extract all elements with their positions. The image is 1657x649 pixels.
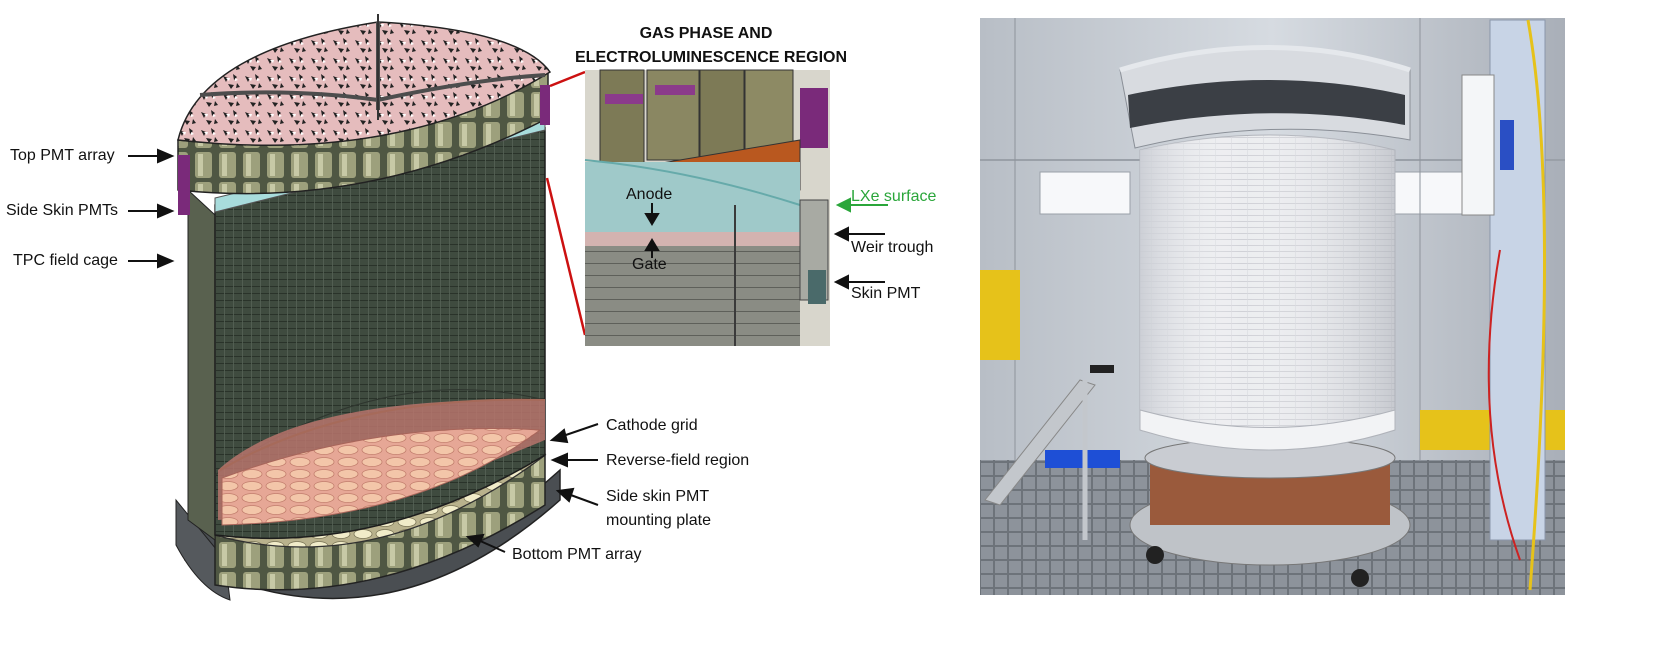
right-label-arrows (465, 423, 599, 553)
lxe-arrow (835, 197, 888, 213)
label-bottom-pmt-array: Bottom PMT array (512, 546, 642, 563)
label-side-skin-mount-line1: Side skin PMT (606, 488, 710, 505)
label-side-skin-mount: Side skin PMT mounting plate (606, 485, 711, 533)
cathode-region-shape (218, 398, 546, 526)
label-gate: Gate (632, 256, 667, 273)
label-skin-pmt: Skin PMT (851, 285, 921, 302)
label-cathode-grid: Cathode grid (606, 417, 698, 434)
inset-detail-image (584, 69, 830, 346)
callout-line-bottom (545, 177, 587, 336)
top-pmt-array-shape (177, 14, 552, 147)
label-anode: Anode (626, 186, 673, 203)
inset-arrows (644, 203, 885, 290)
label-top-pmt-array: Top PMT array (10, 147, 115, 164)
label-reverse-field-region: Reverse-field region (606, 452, 750, 469)
label-side-skin-pmts: Side Skin PMTs (6, 202, 119, 219)
label-side-skin-mount-line2: mounting plate (606, 512, 711, 529)
callout-line-top (549, 70, 586, 88)
inset-title-line1: GAS PHASE AND (639, 25, 773, 42)
label-weir-trough: Weir trough (851, 239, 934, 256)
label-tpc-field-cage: TPC field cage (13, 252, 118, 269)
label-lxe-surface: LXe surface (851, 188, 937, 205)
inset-title-line2: ELECTROLUMINESCENCE REGION (575, 49, 848, 66)
tpc-photo (980, 18, 1565, 595)
left-label-arrows (128, 148, 175, 269)
inset-title: GAS PHASE AND ELECTROLUMINESCENCE REGION (575, 22, 848, 70)
